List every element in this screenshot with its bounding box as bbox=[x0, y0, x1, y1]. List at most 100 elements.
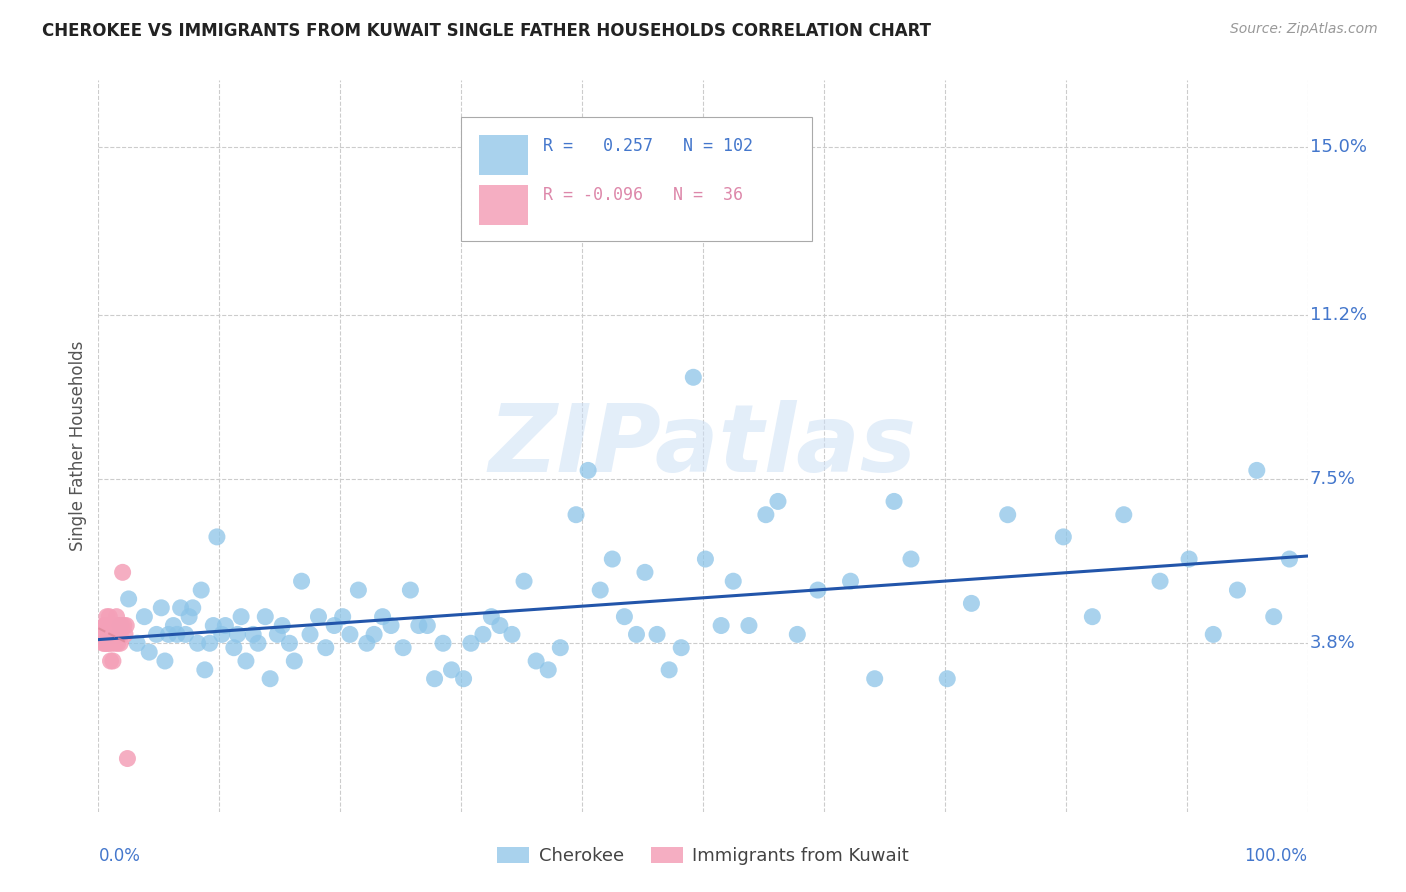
Point bbox=[97, 618, 120, 632]
Point bbox=[839, 574, 862, 589]
Point bbox=[103, 627, 125, 641]
Point bbox=[111, 566, 134, 580]
Point bbox=[108, 618, 131, 632]
Point bbox=[432, 636, 454, 650]
Point bbox=[98, 609, 121, 624]
Point bbox=[371, 609, 394, 624]
Point bbox=[190, 583, 212, 598]
Point bbox=[392, 640, 415, 655]
Point bbox=[489, 618, 512, 632]
Point bbox=[117, 751, 139, 765]
Point bbox=[738, 618, 761, 632]
Point bbox=[1081, 609, 1104, 624]
Point bbox=[107, 627, 129, 641]
Point bbox=[634, 566, 657, 580]
Point bbox=[453, 672, 475, 686]
Point bbox=[323, 618, 346, 632]
Point bbox=[565, 508, 588, 522]
Point bbox=[1226, 583, 1249, 598]
Point bbox=[658, 663, 681, 677]
Point bbox=[315, 640, 337, 655]
Point bbox=[589, 583, 612, 598]
Point bbox=[235, 654, 257, 668]
Point bbox=[100, 618, 122, 632]
Point bbox=[883, 494, 905, 508]
Legend: Cherokee, Immigrants from Kuwait: Cherokee, Immigrants from Kuwait bbox=[489, 839, 917, 872]
Point bbox=[118, 591, 141, 606]
Point bbox=[626, 627, 648, 641]
Point bbox=[103, 618, 125, 632]
Point bbox=[1112, 508, 1135, 522]
Point bbox=[166, 627, 188, 641]
Point bbox=[613, 609, 636, 624]
Point bbox=[134, 609, 156, 624]
Y-axis label: Single Father Households: Single Father Households bbox=[69, 341, 87, 551]
Point bbox=[786, 627, 808, 641]
Point bbox=[110, 618, 132, 632]
Point bbox=[107, 636, 129, 650]
Text: 0.0%: 0.0% bbox=[98, 847, 141, 865]
Point bbox=[997, 508, 1019, 522]
Point bbox=[408, 618, 430, 632]
Point bbox=[94, 618, 117, 632]
Point bbox=[339, 627, 361, 641]
Point bbox=[242, 627, 264, 641]
Point bbox=[356, 636, 378, 650]
Point bbox=[202, 618, 225, 632]
Point bbox=[671, 640, 693, 655]
Point bbox=[332, 609, 354, 624]
Point bbox=[174, 627, 197, 641]
Point bbox=[157, 627, 180, 641]
Point bbox=[550, 640, 572, 655]
Point bbox=[501, 627, 523, 641]
Point bbox=[645, 627, 668, 641]
Point bbox=[226, 627, 249, 641]
Point bbox=[101, 627, 124, 641]
Text: R =   0.257   N = 102: R = 0.257 N = 102 bbox=[543, 137, 754, 155]
Point bbox=[247, 636, 270, 650]
Point bbox=[97, 627, 120, 641]
Point bbox=[960, 596, 983, 610]
Point bbox=[104, 618, 127, 632]
Point bbox=[481, 609, 503, 624]
Point bbox=[308, 609, 330, 624]
Point bbox=[114, 627, 136, 641]
Point bbox=[162, 618, 184, 632]
Point bbox=[91, 636, 114, 650]
FancyBboxPatch shape bbox=[479, 185, 527, 225]
Point bbox=[1263, 609, 1285, 624]
Point bbox=[513, 574, 536, 589]
Point bbox=[347, 583, 370, 598]
Point bbox=[1149, 574, 1171, 589]
Text: 15.0%: 15.0% bbox=[1310, 137, 1367, 156]
Point bbox=[600, 552, 623, 566]
Point bbox=[104, 636, 127, 650]
Point bbox=[863, 672, 886, 686]
Point bbox=[105, 609, 128, 624]
Point bbox=[93, 618, 115, 632]
Point bbox=[93, 636, 115, 650]
Point bbox=[1278, 552, 1301, 566]
Text: Source: ZipAtlas.com: Source: ZipAtlas.com bbox=[1230, 22, 1378, 37]
Point bbox=[524, 654, 547, 668]
Point bbox=[100, 636, 122, 650]
Point bbox=[100, 627, 122, 641]
Point bbox=[205, 530, 228, 544]
Point bbox=[695, 552, 717, 566]
Text: R = -0.096   N =  36: R = -0.096 N = 36 bbox=[543, 186, 744, 204]
Point bbox=[96, 636, 118, 650]
Point bbox=[105, 627, 128, 641]
Point bbox=[96, 609, 118, 624]
Point bbox=[100, 654, 122, 668]
Point bbox=[416, 618, 439, 632]
Point bbox=[94, 627, 117, 641]
Text: ZIPatlas: ZIPatlas bbox=[489, 400, 917, 492]
Point bbox=[682, 370, 704, 384]
Point bbox=[278, 636, 301, 650]
Point bbox=[1178, 552, 1201, 566]
Point bbox=[222, 640, 245, 655]
Point bbox=[271, 618, 294, 632]
Point bbox=[115, 618, 138, 632]
Text: CHEROKEE VS IMMIGRANTS FROM KUWAIT SINGLE FATHER HOUSEHOLDS CORRELATION CHART: CHEROKEE VS IMMIGRANTS FROM KUWAIT SINGL… bbox=[42, 22, 931, 40]
Point bbox=[399, 583, 422, 598]
